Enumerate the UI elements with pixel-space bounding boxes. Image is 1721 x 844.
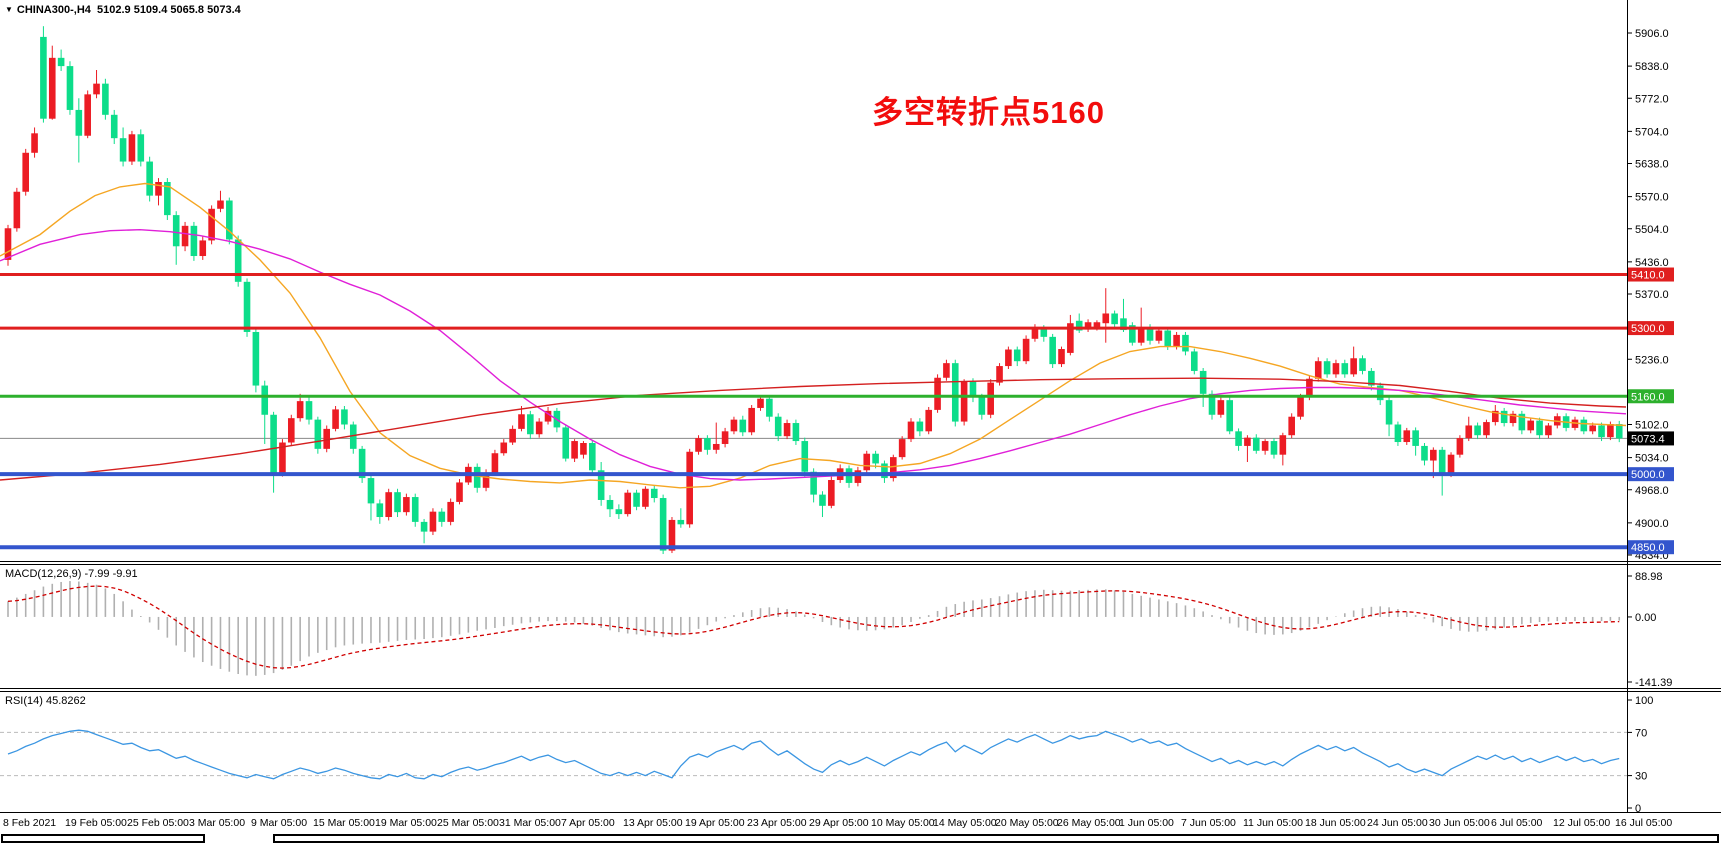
svg-text:5638.0: 5638.0 bbox=[1635, 159, 1669, 171]
date-label: 7 Jun 05:00 bbox=[1181, 817, 1236, 829]
rsi-line bbox=[7, 729, 1620, 780]
svg-text:5436.0: 5436.0 bbox=[1635, 257, 1669, 269]
date-label: 13 Apr 05:00 bbox=[623, 817, 683, 829]
date-label: 9 Mar 05:00 bbox=[251, 817, 307, 829]
panel-separator[interactable] bbox=[0, 691, 1721, 692]
macd-axis: 88.98 0.00 -141.39 bbox=[1627, 571, 1672, 689]
panel-separator[interactable] bbox=[0, 561, 1721, 562]
level-lines-layer bbox=[0, 273, 1627, 550]
svg-text:5102.0: 5102.0 bbox=[1635, 420, 1669, 432]
svg-text:-141.39: -141.39 bbox=[1635, 677, 1672, 689]
svg-text:5034.0: 5034.0 bbox=[1635, 453, 1669, 465]
svg-text:5504.0: 5504.0 bbox=[1635, 224, 1669, 236]
time-axis: 8 Feb 2021 19 Feb 05:00 25 Feb 05:00 3 Mar … bbox=[3, 817, 1672, 829]
date-label: 1 Jun 05:00 bbox=[1119, 817, 1174, 829]
svg-text:5570.0: 5570.0 bbox=[1635, 192, 1669, 204]
macd-indicator-label: MACD(12,26,9) -7.99 -9.91 bbox=[5, 568, 138, 580]
moving-averages-layer bbox=[0, 182, 1627, 489]
ma-fast-orange bbox=[0, 182, 1627, 489]
date-label: 26 May 05:00 bbox=[1057, 817, 1121, 829]
date-label: 25 Feb 05:00 bbox=[127, 817, 189, 829]
date-label: 15 Mar 05:00 bbox=[313, 817, 375, 829]
date-label: 18 Jun 05:00 bbox=[1305, 817, 1366, 829]
svg-text:100: 100 bbox=[1635, 695, 1653, 707]
symbol-info-line: ▼ CHINA300-,H4 5102.9 5109.4 5065.8 5073.… bbox=[5, 3, 241, 17]
svg-text:5410.0: 5410.0 bbox=[1631, 270, 1665, 282]
date-label: 12 Jul 05:00 bbox=[1553, 817, 1610, 829]
bottom-toolbar-box[interactable] bbox=[273, 834, 1719, 843]
svg-text:5160.0: 5160.0 bbox=[1631, 391, 1665, 403]
macd-signal-line bbox=[7, 585, 1620, 669]
rsi-layer bbox=[0, 729, 1627, 780]
svg-text:5838.0: 5838.0 bbox=[1635, 61, 1669, 73]
ma-slow-red bbox=[0, 377, 1627, 481]
svg-text:0: 0 bbox=[1635, 803, 1641, 815]
date-label: 16 Jul 05:00 bbox=[1615, 817, 1672, 829]
svg-text:4850.0: 4850.0 bbox=[1631, 542, 1665, 554]
date-label: 29 Apr 05:00 bbox=[809, 817, 869, 829]
date-label: 6 Jul 05:00 bbox=[1491, 817, 1543, 829]
macd-layer bbox=[7, 581, 1621, 676]
symbol-dropdown-icon[interactable]: ▼ bbox=[5, 5, 13, 14]
date-label: 10 May 05:00 bbox=[871, 817, 935, 829]
date-label: 11 Jun 05:00 bbox=[1243, 817, 1303, 829]
date-label: 14 May 05:00 bbox=[933, 817, 997, 829]
date-label: 19 Feb 05:00 bbox=[65, 817, 127, 829]
date-label: 19 Mar 05:00 bbox=[375, 817, 437, 829]
panel-separator[interactable] bbox=[0, 564, 1721, 565]
svg-text:5704.0: 5704.0 bbox=[1635, 126, 1669, 138]
date-label: 8 Feb 2021 bbox=[3, 817, 56, 829]
ma-mid-magenta bbox=[0, 228, 1627, 481]
svg-text:5073.4: 5073.4 bbox=[1631, 433, 1665, 445]
svg-text:5906.0: 5906.0 bbox=[1635, 28, 1669, 40]
date-label: 20 May 05:00 bbox=[995, 817, 1059, 829]
date-label: 3 Mar 05:00 bbox=[189, 817, 245, 829]
rsi-indicator-label: RSI(14) 45.8262 bbox=[5, 695, 86, 707]
date-label: 7 Apr 05:00 bbox=[561, 817, 615, 829]
svg-text:5000.0: 5000.0 bbox=[1631, 469, 1665, 481]
date-label: 19 Apr 05:00 bbox=[685, 817, 745, 829]
symbol-ohlc-text: CHINA300-,H4 5102.9 5109.4 5065.8 5073.4 bbox=[16, 4, 241, 16]
date-label: 23 Apr 05:00 bbox=[747, 817, 807, 829]
svg-text:5772.0: 5772.0 bbox=[1635, 93, 1669, 105]
svg-text:70: 70 bbox=[1635, 727, 1647, 739]
svg-text:5300.0: 5300.0 bbox=[1631, 323, 1665, 335]
date-label: 25 Mar 05:00 bbox=[437, 817, 499, 829]
svg-text:5370.0: 5370.0 bbox=[1635, 289, 1669, 301]
svg-text:4900.0: 4900.0 bbox=[1635, 518, 1669, 530]
time-axis-line bbox=[0, 812, 1721, 813]
panel-separator[interactable] bbox=[0, 688, 1721, 689]
svg-text:5236.0: 5236.0 bbox=[1635, 354, 1669, 366]
date-label: 24 Jun 05:00 bbox=[1367, 817, 1428, 829]
date-label: 31 Mar 05:00 bbox=[499, 817, 561, 829]
date-label: 30 Jun 05:00 bbox=[1429, 817, 1490, 829]
rsi-axis: 100 70 30 0 bbox=[1627, 695, 1653, 815]
svg-text:30: 30 bbox=[1635, 771, 1647, 783]
svg-text:4968.0: 4968.0 bbox=[1635, 485, 1669, 497]
price-annotation-text: 多空转折点5160 bbox=[872, 95, 1105, 130]
bottom-toolbar-box[interactable] bbox=[1, 834, 205, 843]
svg-text:0.00: 0.00 bbox=[1635, 612, 1656, 624]
svg-text:88.98: 88.98 bbox=[1635, 571, 1663, 583]
price-axis: 5906.0 5838.0 5772.0 5704.0 5638.0 5570.0 5504… bbox=[1627, 0, 1674, 812]
